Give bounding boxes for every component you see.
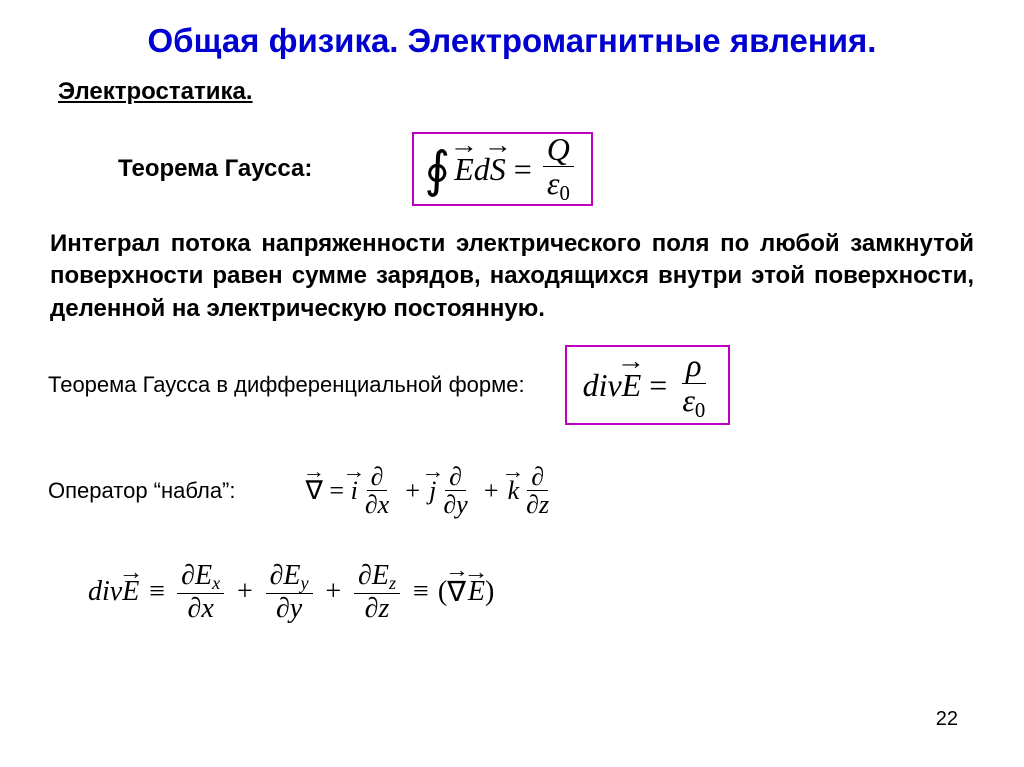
- slide: Общая физика. Электромагнитные явления. …: [0, 0, 1024, 767]
- differential-row: Теорема Гаусса в дифференциальной форме:…: [48, 345, 976, 425]
- sub-0: 0: [559, 182, 569, 205]
- gauss-integral-formula: ∮ EdS = Q ε0: [424, 133, 577, 205]
- sub-0-2: 0: [695, 398, 705, 421]
- sym-eps: ε: [547, 165, 560, 201]
- sym-rho: ρ: [686, 347, 701, 383]
- fraction-rho-eps0: ρ ε0: [678, 349, 709, 421]
- vec-i: i: [351, 476, 358, 506]
- nabla-row: Оператор “набла”: ∇ = i ∂ ∂x + j ∂ ∂y + …: [48, 463, 976, 519]
- sym-Q: Q: [547, 131, 570, 167]
- sym-eps-2: ε: [682, 382, 695, 418]
- theorem-statement: Интеграл потока напряженности электричес…: [48, 228, 976, 325]
- gauss-div-formula: divE = ρ ε0: [583, 349, 713, 421]
- frac-dEy-dy: ∂Ey ∂y: [266, 561, 313, 624]
- theorem-label: Теорема Гаусса:: [118, 155, 312, 183]
- gauss-integral-formula-box: ∮ EdS = Q ε0: [412, 132, 593, 206]
- nabla-label: Оператор “набла”:: [48, 478, 236, 504]
- frac-dEx-dx: ∂Ex ∂x: [177, 561, 224, 624]
- frac-ddx: ∂ ∂x: [361, 463, 393, 519]
- section-subtitle: Электростатика.: [58, 78, 976, 106]
- vec-E-4: E: [468, 576, 485, 608]
- vec-j: j: [429, 476, 436, 506]
- frac-dEz-dz: ∂Ez ∂z: [354, 561, 400, 624]
- frac-ddz: ∂ ∂z: [522, 463, 553, 519]
- nabla-symbol: ∇: [306, 476, 323, 506]
- page-number: 22: [936, 708, 958, 731]
- gauss-div-formula-box: divE = ρ ε0: [565, 345, 731, 425]
- fraction-Q-eps0: Q ε0: [543, 133, 574, 205]
- oint-symbol: ∮: [424, 140, 450, 198]
- vec-E: E: [454, 151, 474, 188]
- vec-S: S: [490, 151, 506, 188]
- differential-label: Теорема Гаусса в дифференциальной форме:: [48, 372, 525, 398]
- vec-k: k: [508, 476, 520, 506]
- vec-E-2: E: [622, 367, 642, 404]
- vec-E-3: E: [122, 576, 139, 608]
- div-expansion-formula: divE ≡ ∂Ex ∂x + ∂Ey ∂y + ∂Ez ∂z ≡ (∇E): [88, 561, 494, 624]
- page-title: Общая физика. Электромагнитные явления.: [48, 22, 976, 60]
- div-expansion-row: divE ≡ ∂Ex ∂x + ∂Ey ∂y + ∂Ez ∂z ≡ (∇E): [88, 561, 976, 624]
- nabla-definition-formula: ∇ = i ∂ ∂x + j ∂ ∂y + k ∂ ∂z: [306, 463, 557, 519]
- theorem-row: Теорема Гаусса: ∮ EdS = Q ε0: [48, 132, 976, 206]
- sym-div-2: div: [88, 576, 122, 608]
